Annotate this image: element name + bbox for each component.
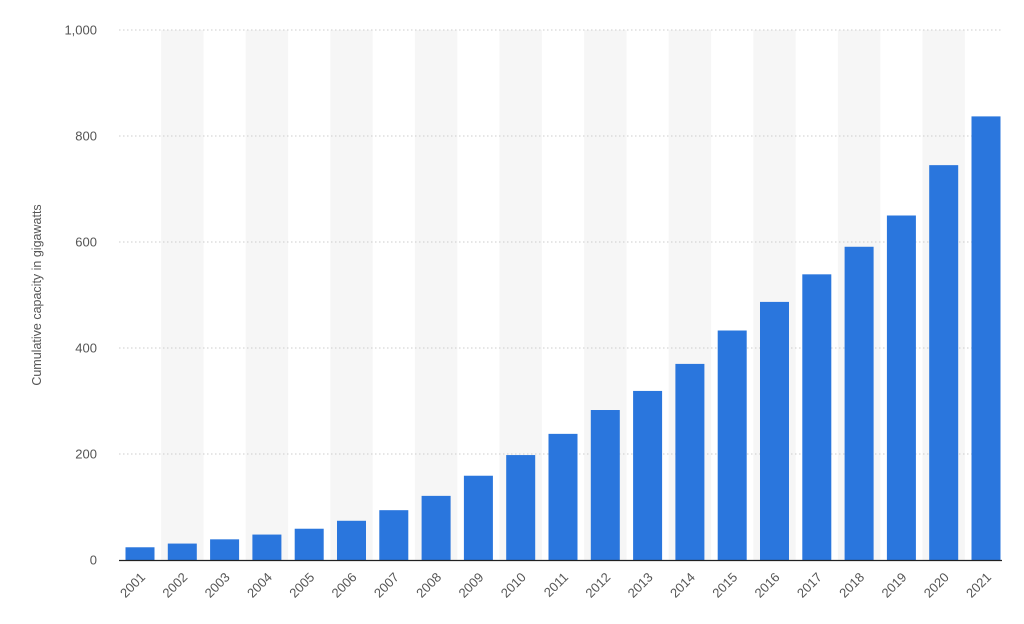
x-tick-label: 2019 — [878, 570, 909, 601]
x-tick-label: 2008 — [413, 570, 444, 601]
column-shade-2002 — [161, 30, 204, 560]
bar-2018 — [844, 246, 874, 560]
y-axis-ticks: 0 200 400 600 800 1,000 — [64, 23, 97, 568]
bar-2008 — [421, 495, 451, 560]
bar-2019 — [886, 215, 916, 560]
bar-2016 — [760, 301, 789, 560]
bar-2021 — [971, 116, 1001, 560]
x-tick-label: 2002 — [159, 570, 190, 601]
x-tick-label: 2007 — [371, 570, 402, 601]
bar-2006 — [337, 520, 366, 560]
bar-2013 — [633, 390, 663, 560]
bar-2011 — [548, 433, 578, 560]
x-tick-label: 2011 — [541, 570, 571, 600]
x-tick-label: 2001 — [117, 570, 148, 601]
x-tick-label: 2017 — [794, 570, 825, 601]
bar-2007 — [379, 510, 409, 560]
x-tick-label: 2005 — [286, 570, 317, 601]
x-tick-label: 2006 — [329, 570, 360, 601]
y-axis-title: Cumulative capacity in gigawatts — [30, 204, 44, 385]
x-tick-label: 2021 — [963, 570, 994, 601]
column-shade-2006 — [330, 30, 373, 560]
y-tick-label: 600 — [75, 235, 97, 250]
x-tick-label: 2004 — [244, 570, 275, 601]
column-shade-2004 — [245, 30, 289, 560]
bar-2012 — [590, 410, 620, 560]
bar-2015 — [717, 330, 747, 560]
y-tick-label: 200 — [75, 447, 97, 462]
x-tick-label: 2014 — [667, 570, 698, 601]
bar-2001 — [125, 547, 155, 560]
bar-2004 — [252, 534, 282, 560]
y-tick-label: 0 — [90, 553, 97, 568]
x-tick-label: 2020 — [921, 570, 952, 601]
x-tick-label: 2016 — [752, 570, 783, 601]
x-tick-label: 2012 — [582, 570, 613, 601]
bar-2005 — [294, 528, 324, 560]
y-tick-label: 1,000 — [64, 23, 97, 38]
bar-2009 — [463, 475, 493, 560]
bar-2014 — [675, 363, 705, 560]
x-tick-label: 2003 — [202, 570, 233, 601]
bar-2010 — [506, 455, 536, 560]
bar-2017 — [802, 274, 832, 560]
column-shade-2008 — [414, 30, 458, 560]
bar-2002 — [167, 543, 197, 560]
bar-2020 — [929, 165, 959, 560]
x-tick-label: 2013 — [625, 570, 656, 601]
x-tick-label: 2009 — [455, 570, 486, 601]
x-axis-ticks: 2001 2002 2003 2004 2005 2006 2007 2008 2009 2010… — [117, 570, 994, 601]
x-tick-label: 2010 — [498, 570, 529, 601]
y-tick-label: 400 — [75, 341, 97, 356]
bars — [125, 116, 1001, 560]
x-tick-label: 2015 — [709, 570, 740, 601]
x-tick-label: 2018 — [836, 570, 867, 601]
y-tick-label: 800 — [75, 129, 97, 144]
bar-2003 — [210, 539, 240, 560]
